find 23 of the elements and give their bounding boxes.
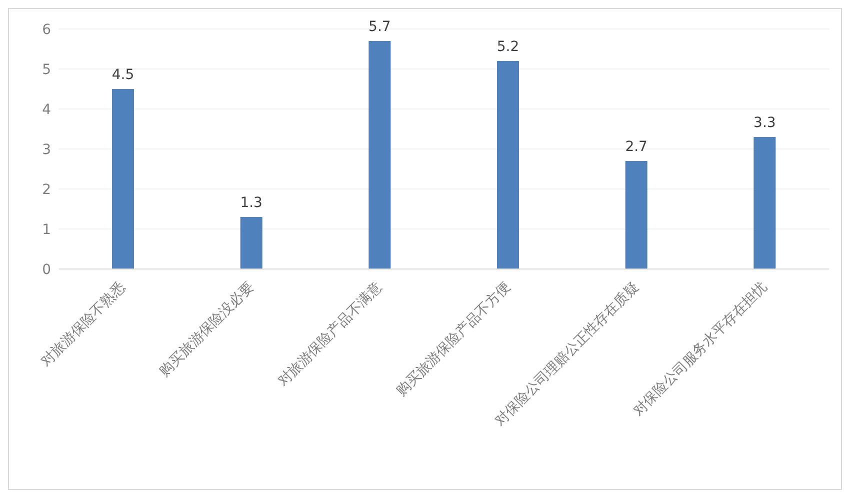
x-tick-label: 购买旅游保险没必要 — [156, 279, 258, 380]
y-tick-label: 1 — [42, 222, 51, 238]
bar — [240, 217, 262, 269]
data-label: 4.5 — [112, 67, 134, 83]
data-label: 5.2 — [496, 39, 520, 55]
bar — [754, 137, 776, 269]
x-tick-label: 对旅游保险不熟悉 — [38, 279, 129, 370]
y-tick-label: 3 — [42, 142, 51, 158]
y-tick-label: 4 — [42, 102, 52, 118]
data-label: 2.7 — [625, 139, 648, 155]
x-tick-label: 购买旅游保险产品不方便 — [393, 279, 514, 400]
y-tick-label: 5 — [42, 62, 51, 78]
bar — [368, 41, 391, 269]
bar — [497, 61, 519, 269]
bar — [112, 89, 134, 269]
bar — [625, 161, 648, 269]
x-tick-label: 对旅游保险产品不满意 — [275, 279, 386, 390]
y-tick-label: 2 — [42, 182, 51, 198]
data-label: 3.3 — [754, 115, 776, 131]
y-tick-label: 6 — [42, 22, 52, 38]
data-label: 5.7 — [368, 19, 391, 35]
data-label: 1.3 — [240, 195, 262, 211]
y-tick-label: 0 — [42, 262, 51, 278]
